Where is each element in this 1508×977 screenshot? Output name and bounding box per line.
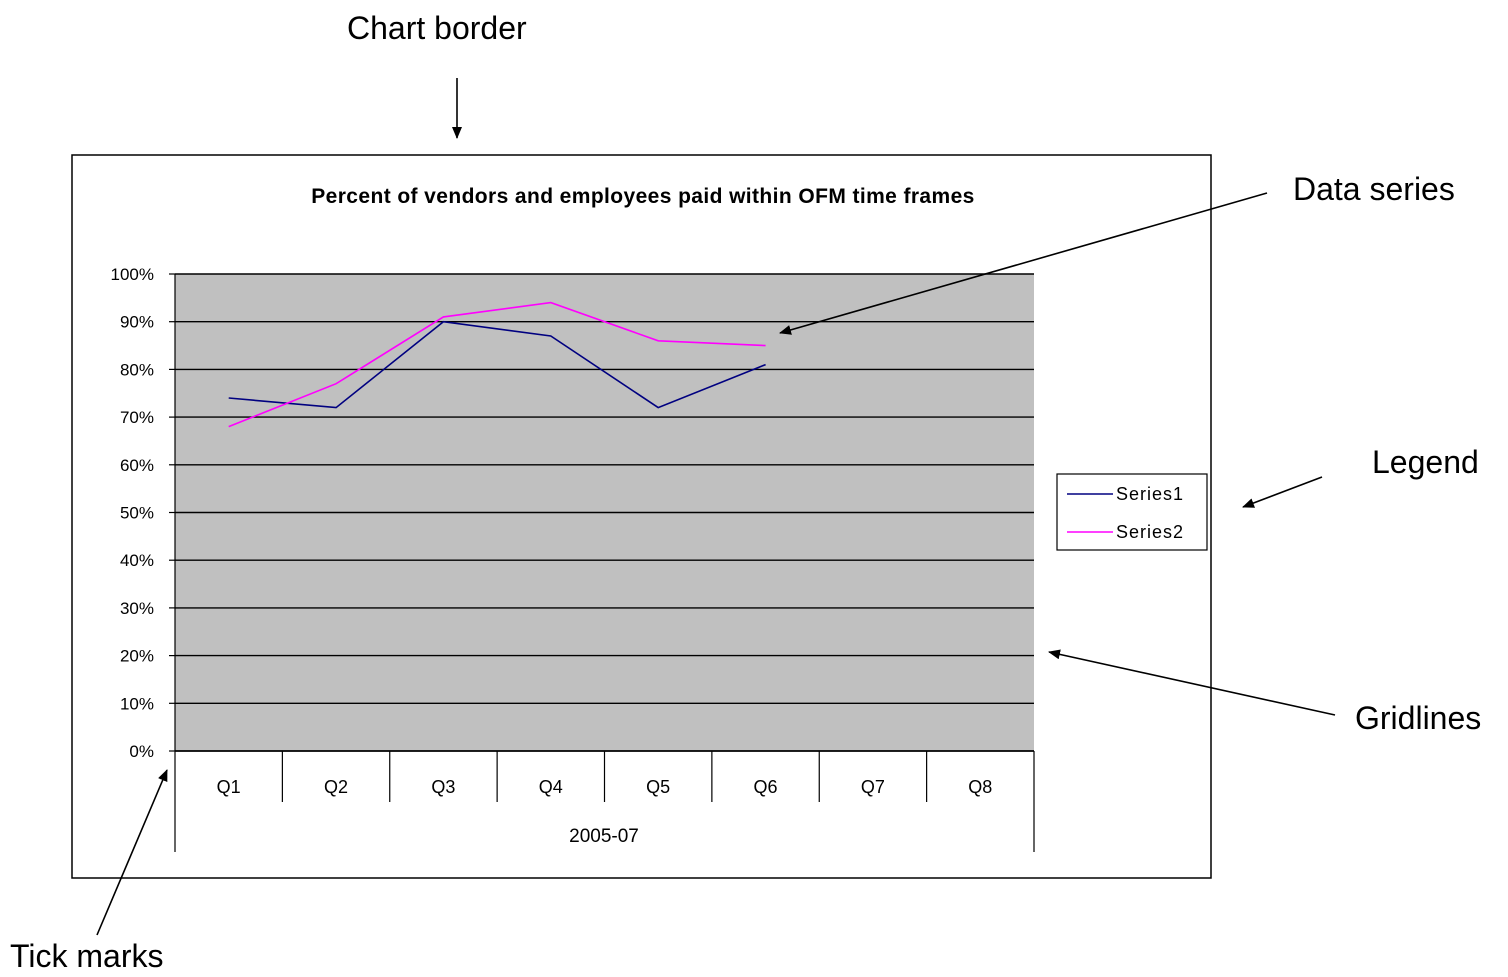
x-axis-group-label: 2005-07 <box>569 826 639 847</box>
legend-box <box>1056 473 1208 551</box>
y-tick-label: 10% <box>120 694 154 713</box>
chart-border-annotation: Chart border <box>347 10 527 46</box>
x-tick-label: Q5 <box>646 777 670 797</box>
y-tick-label: 70% <box>120 408 154 427</box>
x-tick-label: Q1 <box>217 777 241 797</box>
y-tick-label: 20% <box>120 647 154 666</box>
legend-label: Series1 <box>1116 484 1184 504</box>
y-tick-label: 100% <box>111 265 154 284</box>
series-layer <box>228 301 766 428</box>
chart-title: Percent of vendors and employees paid wi… <box>311 185 975 208</box>
data-series-arrow <box>779 192 1268 335</box>
x-tick-label: Q4 <box>539 777 563 797</box>
x-axis: Q1 Q2 Q3 Q4 Q5 Q6 Q7 Q8 <box>174 750 1035 852</box>
y-tick-label: 60% <box>120 456 154 475</box>
y-tick-label: 50% <box>120 504 154 523</box>
tick-marks-arrow <box>96 769 168 936</box>
legend-arrow <box>1242 476 1323 508</box>
y-tick-label: 30% <box>120 599 154 618</box>
gridlines-arrow <box>1048 649 1336 716</box>
legend-label: Series2 <box>1116 522 1184 542</box>
data-series-annotation: Data series <box>1293 171 1455 207</box>
gridlines <box>175 273 1034 752</box>
y-tick-label: 80% <box>120 360 154 379</box>
x-tick-label: Q6 <box>754 777 778 797</box>
y-tick-label: 0% <box>129 742 154 761</box>
y-axis: 0% 10% 20% 30% 40% 50% 60% 70% 80% 90% 100% <box>111 265 176 761</box>
series-line-2 <box>228 301 766 428</box>
series-line-1 <box>228 320 766 409</box>
y-tick-label: 40% <box>120 551 154 570</box>
x-tick-label: Q3 <box>431 777 455 797</box>
tick-marks-annotation: Tick marks <box>10 938 164 974</box>
x-tick-label: Q2 <box>324 777 348 797</box>
x-tick-label: Q8 <box>968 777 992 797</box>
y-tick-label: 90% <box>120 313 154 332</box>
legend: Series1 Series2 <box>1056 473 1208 551</box>
gridlines-annotation: Gridlines <box>1355 700 1482 736</box>
legend-annotation: Legend <box>1372 444 1479 480</box>
x-tick-label: Q7 <box>861 777 885 797</box>
